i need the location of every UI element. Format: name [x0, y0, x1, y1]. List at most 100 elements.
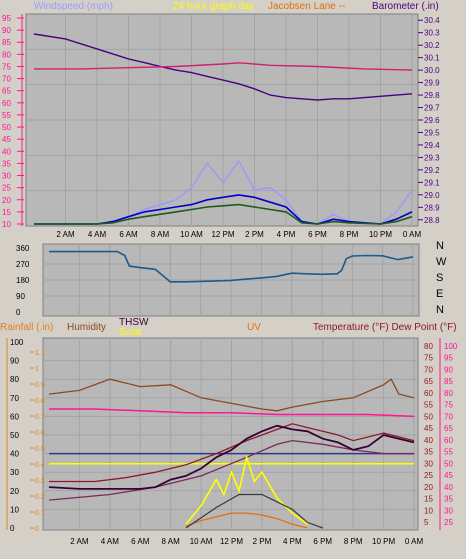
humidity-label: Humidity [67, 322, 106, 333]
baro-tick-label: 30.4 [424, 16, 440, 25]
x-tick-label: 4 AM [88, 230, 107, 239]
rain-tick-label: 0.9 [35, 382, 45, 389]
temperature-line [49, 423, 415, 483]
rain-tick-label: 0 [35, 526, 39, 533]
humidity-tick-label: 80 [10, 375, 19, 384]
baro-tick-label: 29.4 [424, 141, 440, 150]
baro-axis-label: Barometer (.in) [372, 1, 439, 12]
x-tick-label: 8 PM [344, 537, 363, 546]
humidity-tick-label: 40 [10, 450, 19, 459]
temp-tick-label: 65 [424, 377, 433, 386]
rain-tick-label: 0.6 [35, 430, 45, 437]
dewpoint-tick-label: 35 [444, 495, 453, 504]
baro-tick-label: 29.3 [424, 153, 440, 162]
wind-speed-line [34, 203, 413, 225]
station-name: Jacobsen Lane -- [268, 1, 345, 12]
dewpoint-tick-label: 85 [444, 377, 453, 386]
wind-tick-label: 25 [2, 184, 11, 193]
dewpoint-tick-label: 75 [444, 401, 453, 410]
compass-label: N [436, 240, 444, 252]
dewpoint-tick-label: 95 [444, 354, 453, 363]
rain-tick-label: 0.2 [35, 494, 45, 501]
temp-dew-label: Temperature (°F) Dew Point (°F) [313, 322, 457, 333]
baro-tick-label: 30.2 [424, 41, 440, 50]
wind-average-line [34, 194, 413, 225]
wind-tick-label: 80 [2, 50, 11, 59]
baro-tick-label: 29.1 [424, 178, 440, 187]
dewpoint-tick-label: 100 [444, 342, 458, 351]
humidity-tick-label: 70 [10, 394, 19, 403]
rain-tick-label: 0.4 [35, 462, 45, 469]
direction-tick-label: 270 [16, 260, 30, 269]
dewpoint-tick-label: 25 [444, 518, 453, 527]
x-tick-label: 8 PM [340, 230, 359, 239]
wind-tick-label: 95 [2, 14, 11, 23]
dewpoint-tick-label: 50 [444, 459, 453, 468]
humidity-tick-label: 0 [10, 524, 15, 533]
x-tick-label: 12 PM [211, 230, 234, 239]
humidity-tick-label: 30 [10, 468, 19, 477]
x-tick-label: 0 AM [405, 537, 424, 546]
wind-tick-label: 45 [2, 135, 11, 144]
baro-tick-label: 29.2 [424, 166, 440, 175]
dewpoint-tick-label: 90 [444, 365, 453, 374]
x-tick-label: 12 PM [220, 537, 243, 546]
x-tick-label: 8 AM [151, 230, 170, 239]
temp-tick-label: 30 [424, 459, 433, 468]
temp-tick-label: 80 [424, 342, 433, 351]
rain-tick-label: 0.5 [35, 446, 45, 453]
temp-tick-label: 35 [424, 448, 433, 457]
compass-label: N [436, 304, 444, 316]
baro-tick-label: 30.0 [424, 66, 440, 75]
x-tick-label: 10 AM [190, 537, 213, 546]
direction-tick-label: 180 [16, 276, 30, 285]
x-tick-label: 6 PM [313, 537, 332, 546]
wind-tick-label: 40 [2, 147, 11, 156]
wind-tick-label: 70 [2, 75, 11, 84]
wind-tick-label: 30 [2, 172, 11, 181]
wind-tick-label: 60 [2, 99, 11, 108]
x-tick-label: 4 AM [101, 537, 120, 546]
inside-humidity-line [34, 62, 413, 71]
temp-tick-label: 20 [424, 483, 433, 492]
direction-tick-label: 360 [16, 244, 30, 253]
humidity-tick-label: 10 [10, 505, 19, 514]
wind-tick-label: 35 [2, 159, 11, 168]
temp-tick-label: 55 [424, 401, 433, 410]
temp-tick-label: 60 [424, 389, 433, 398]
direction-tick-label: 90 [16, 292, 25, 301]
thsw-label: THSW [119, 317, 149, 328]
wind-direction-line [49, 250, 414, 283]
humidity-tick-label: 20 [10, 487, 19, 496]
x-tick-label: 10 PM [372, 537, 395, 546]
barometer-line [33, 33, 413, 101]
wind-tick-label: 55 [2, 111, 11, 120]
wind-tick-label: 20 [2, 196, 11, 205]
dewpoint-tick-label: 30 [444, 506, 453, 515]
wind-tick-label: 75 [2, 62, 11, 71]
temp-tick-label: 45 [424, 424, 433, 433]
baro-tick-label: 30.3 [424, 29, 440, 38]
x-tick-label: 4 PM [277, 230, 296, 239]
x-tick-label: 2 PM [245, 230, 264, 239]
humidity-line [48, 378, 415, 412]
rain-tick-label: 0.1 [35, 510, 45, 517]
rain-tick-label: 0.8 [35, 398, 45, 405]
temp-tick-label: 15 [424, 495, 433, 504]
x-tick-label: 8 AM [162, 537, 181, 546]
solar-label: Solar [119, 327, 143, 338]
dewpoint-tick-label: 60 [444, 436, 453, 445]
x-tick-label: 2 PM [253, 537, 272, 546]
dewpoint-tick-label: 40 [444, 483, 453, 492]
x-tick-label: 10 PM [369, 230, 392, 239]
thsw-line [48, 424, 415, 490]
humidity-tick-label: 60 [10, 412, 19, 421]
x-tick-label: 0 AM [403, 230, 422, 239]
graph-title: 24 hour graph day [173, 1, 254, 12]
baro-tick-label: 28.8 [424, 216, 440, 225]
x-tick-label: 6 AM [119, 230, 138, 239]
rain-tick-label: 0.3 [35, 478, 45, 485]
dewpoint-tick-label: 70 [444, 412, 453, 421]
